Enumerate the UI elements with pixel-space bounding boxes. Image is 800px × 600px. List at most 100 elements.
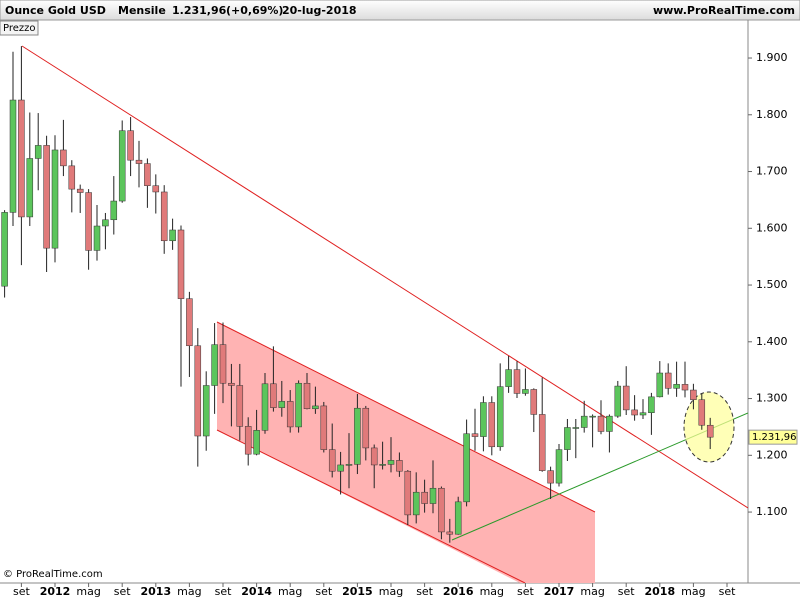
x-tick-label: 2013 xyxy=(140,585,171,598)
candle-body xyxy=(51,149,59,249)
x-tick-label: 2016 xyxy=(443,585,474,598)
candle-body xyxy=(1,212,8,287)
x-tick-label: mag xyxy=(480,585,504,598)
candle-body xyxy=(278,401,286,408)
candle-body xyxy=(463,433,470,503)
candle-body xyxy=(93,225,101,251)
candle-body xyxy=(102,219,109,227)
candle-body xyxy=(664,372,672,389)
candle-body xyxy=(446,531,454,535)
x-tick-label: 2012 xyxy=(40,585,71,598)
candle-body xyxy=(698,399,706,426)
y-tick-label: 1.600 xyxy=(756,221,788,234)
x-tick-label: mag xyxy=(76,585,100,598)
candle-body xyxy=(345,464,353,466)
candle-body xyxy=(589,415,596,418)
candle-body xyxy=(169,229,176,242)
candle-body xyxy=(580,415,588,428)
x-tick-label: set xyxy=(114,585,131,598)
x-tick-label: mag xyxy=(379,585,403,598)
copyright: © ProRealTime.com xyxy=(3,569,103,580)
annotations xyxy=(21,45,748,583)
candle-body xyxy=(412,491,420,516)
candle-body xyxy=(564,427,571,450)
x-tick-label: mag xyxy=(580,585,604,598)
candle-body xyxy=(9,99,17,213)
candle-body xyxy=(706,424,714,438)
candle-body xyxy=(690,389,697,400)
candle-body xyxy=(639,412,647,416)
candle-body xyxy=(656,372,664,398)
x-tick-label: set xyxy=(517,585,534,598)
candle-body xyxy=(648,396,655,413)
candle-body xyxy=(631,409,638,416)
candle-body xyxy=(177,229,185,299)
candle-body xyxy=(454,501,462,535)
candle-body xyxy=(538,414,546,471)
date: 20-lug-2018 xyxy=(282,4,357,17)
x-tick-label: set xyxy=(416,585,433,598)
candle-body xyxy=(295,382,302,428)
candle-body xyxy=(18,99,25,218)
candle-body xyxy=(421,491,428,504)
candle-body xyxy=(244,426,252,455)
candle-body xyxy=(270,383,277,408)
candle-body xyxy=(513,369,521,394)
x-tick-label: 2015 xyxy=(342,585,373,598)
candle-body xyxy=(480,402,487,437)
candle-body xyxy=(614,385,622,417)
candle-body xyxy=(320,405,328,450)
candle-body xyxy=(354,407,361,465)
panel-label: Prezzo xyxy=(3,23,36,34)
x-tick-label: mag xyxy=(177,585,201,598)
candle-body xyxy=(286,401,294,428)
y-tick-label: 1.900 xyxy=(756,51,788,64)
last-price-box xyxy=(748,429,798,445)
candle-body xyxy=(312,405,319,410)
channel-fill xyxy=(217,322,595,583)
candle-body xyxy=(68,165,76,190)
y-tick-label: 1.800 xyxy=(756,108,788,121)
change: (+0,69%) xyxy=(226,4,283,17)
period: Mensile xyxy=(118,4,166,17)
x-tick-label: 2017 xyxy=(544,585,575,598)
x-tick-label: mag xyxy=(681,585,705,598)
candle-body xyxy=(438,487,445,533)
source: www.ProRealTime.com xyxy=(653,4,795,17)
candle-body xyxy=(530,389,538,415)
candle-body xyxy=(362,407,370,449)
candle-body xyxy=(496,386,504,448)
candle-body xyxy=(144,163,151,186)
candles xyxy=(1,46,714,543)
trend-line xyxy=(21,45,748,509)
channel-upper xyxy=(216,321,596,513)
header-bar xyxy=(0,0,800,21)
x-tick-label: set xyxy=(618,585,635,598)
candle-body xyxy=(572,427,580,429)
candle-body xyxy=(219,344,227,384)
candle-body xyxy=(522,389,529,394)
x-tick-label: 2014 xyxy=(241,585,272,598)
x-tick-label: 2018 xyxy=(644,585,675,598)
candle-body xyxy=(110,200,118,221)
candle-body xyxy=(76,188,84,193)
candle-body xyxy=(261,383,269,431)
candle-body xyxy=(228,382,235,386)
candle-body xyxy=(127,130,134,161)
last-price-label: 1.231,96 xyxy=(752,432,797,443)
price: 1.231,96 xyxy=(172,4,227,17)
x-tick-label: set xyxy=(719,585,736,598)
y-tick-label: 1.300 xyxy=(756,392,788,405)
candle-body xyxy=(43,145,50,249)
y-tick-label: 1.700 xyxy=(756,165,788,178)
y-tick-label: 1.500 xyxy=(756,278,788,291)
candle-body xyxy=(673,384,680,389)
instrument: Ounce Gold USD xyxy=(5,4,106,17)
y-tick-label: 1.100 xyxy=(756,505,788,518)
candle-body xyxy=(547,470,554,484)
candle-body xyxy=(236,385,244,427)
candle-body xyxy=(681,384,689,391)
x-tick-label: set xyxy=(215,585,232,598)
candle-body xyxy=(328,449,336,472)
